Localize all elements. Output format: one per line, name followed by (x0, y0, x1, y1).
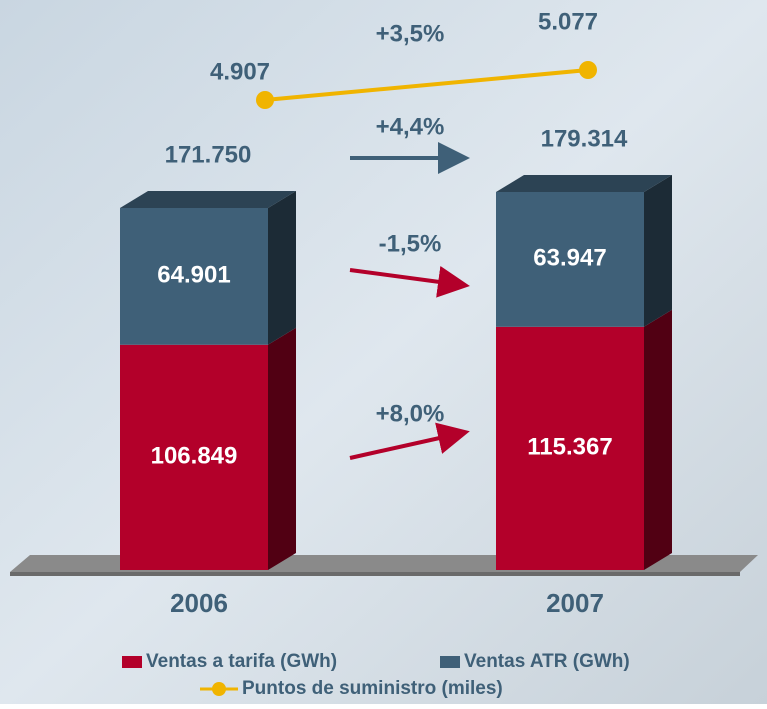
x-tick-label: 2007 (546, 588, 604, 618)
line-point (579, 61, 597, 79)
total-label: 171.750 (165, 141, 252, 168)
bar-side (644, 175, 672, 327)
bar-side (268, 327, 296, 570)
legend-swatch (440, 656, 460, 668)
bar (120, 344, 268, 570)
bar (120, 207, 268, 345)
arrow (349, 265, 470, 298)
legend-marker (212, 682, 226, 696)
legend-swatch (122, 656, 142, 668)
value-label: 63.947 (533, 245, 606, 272)
bar (496, 326, 644, 570)
legend-label: Ventas ATR (GWh) (464, 651, 630, 672)
legend-label: Ventas a tarifa (GWh) (146, 651, 337, 672)
bar-top (120, 190, 296, 208)
arrow (349, 422, 470, 460)
bar (496, 192, 644, 327)
total-label: 179.314 (541, 125, 628, 152)
value-label: 64.901 (157, 262, 230, 289)
bar-top (496, 175, 672, 192)
value-label: 4.907 (210, 58, 270, 85)
annotation: +8,0% (376, 400, 445, 427)
bar-side (644, 309, 672, 570)
value-label: 106.849 (151, 443, 238, 470)
annotation: +4,4% (376, 113, 445, 140)
line (264, 68, 589, 102)
line-point (256, 91, 274, 109)
floor-edge (10, 572, 740, 576)
legend-label: Puntos de suministro (miles) (242, 678, 503, 699)
annotation: -1,5% (379, 230, 442, 257)
bar-side (268, 190, 296, 345)
annotation: +3,5% (376, 20, 445, 47)
value-label: 115.367 (527, 434, 612, 461)
x-tick-label: 2006 (170, 588, 228, 618)
value-label: 5.077 (538, 8, 598, 35)
